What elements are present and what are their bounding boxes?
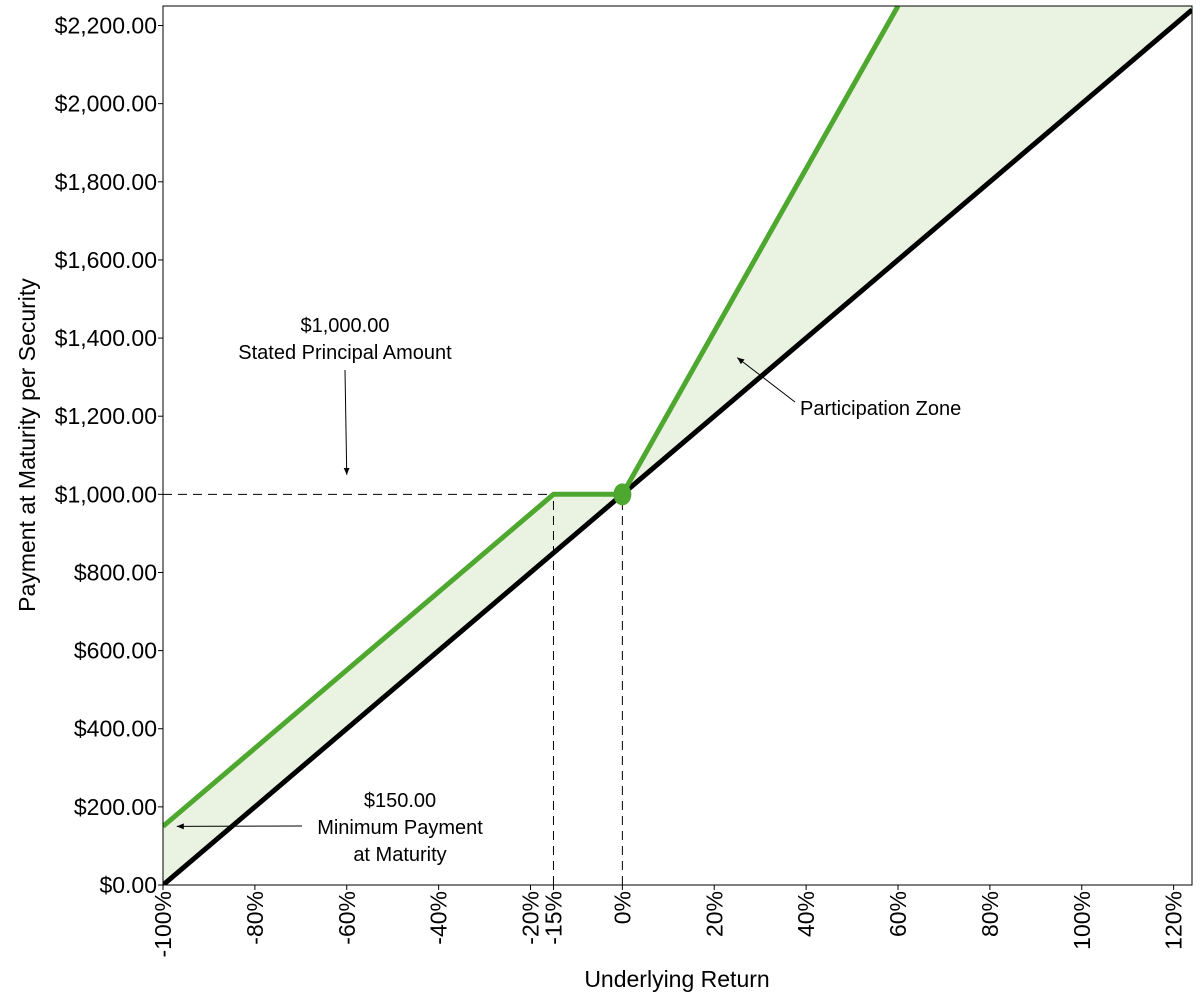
x-tick-label: 120% (1161, 891, 1187, 950)
y-tick-label: $1,200.00 (55, 403, 157, 429)
x-tick-label: -60% (334, 891, 360, 945)
annotation-minimum-line: at Maturity (353, 844, 446, 866)
annotation-principal-line: $1,000.00 (301, 315, 390, 337)
y-tick-label: $400.00 (74, 716, 157, 742)
x-tick-label: 0% (609, 891, 635, 924)
y-tick-label: $1,600.00 (55, 247, 157, 273)
y-tick-label: $1,800.00 (55, 169, 157, 195)
annotation-arrow-principal (345, 370, 347, 475)
y-tick-label: $2,000.00 (55, 91, 157, 117)
x-tick-label: -40% (426, 891, 452, 945)
y-tick-label: $1,400.00 (55, 325, 157, 351)
annotation-principal-line: Stated Principal Amount (238, 342, 452, 364)
annotation-minimum-line: Minimum Payment (317, 817, 483, 839)
annotation-minimum-line: $150.00 (364, 790, 436, 812)
y-tick-label: $600.00 (74, 638, 157, 664)
series-line-security (163, 6, 898, 826)
x-tick-label: 60% (885, 891, 911, 937)
x-tick-label: 40% (793, 891, 819, 937)
annotation-minimum: $150.00 Minimum Payment at Maturity (317, 790, 483, 866)
annotation-participation: Participation Zone (800, 398, 961, 420)
y-tick-label: $200.00 (74, 794, 157, 820)
x-tick-label: -80% (242, 891, 268, 945)
x-axis-title: Underlying Return (584, 966, 769, 992)
y-tick-label: $800.00 (74, 559, 157, 585)
initial-value-marker (613, 483, 631, 505)
series-line-underlying (163, 10, 1192, 885)
y-tick-label: $1,000.00 (55, 481, 157, 507)
annotation-principal: $1,000.00 Stated Principal Amount (238, 315, 452, 364)
x-tick-label: 100% (1069, 891, 1095, 950)
annotation-participation-line: Participation Zone (800, 398, 961, 420)
y-tick-label: $2,200.00 (55, 13, 157, 39)
x-tick-label: 20% (701, 891, 727, 937)
x-tick-label: 80% (977, 891, 1003, 937)
y-tick-label: $0.00 (99, 872, 157, 898)
x-tick-label: -15% (541, 891, 567, 945)
y-axis-title: Payment at Maturity per Security (14, 278, 40, 612)
x-tick-label: -100% (150, 891, 176, 957)
